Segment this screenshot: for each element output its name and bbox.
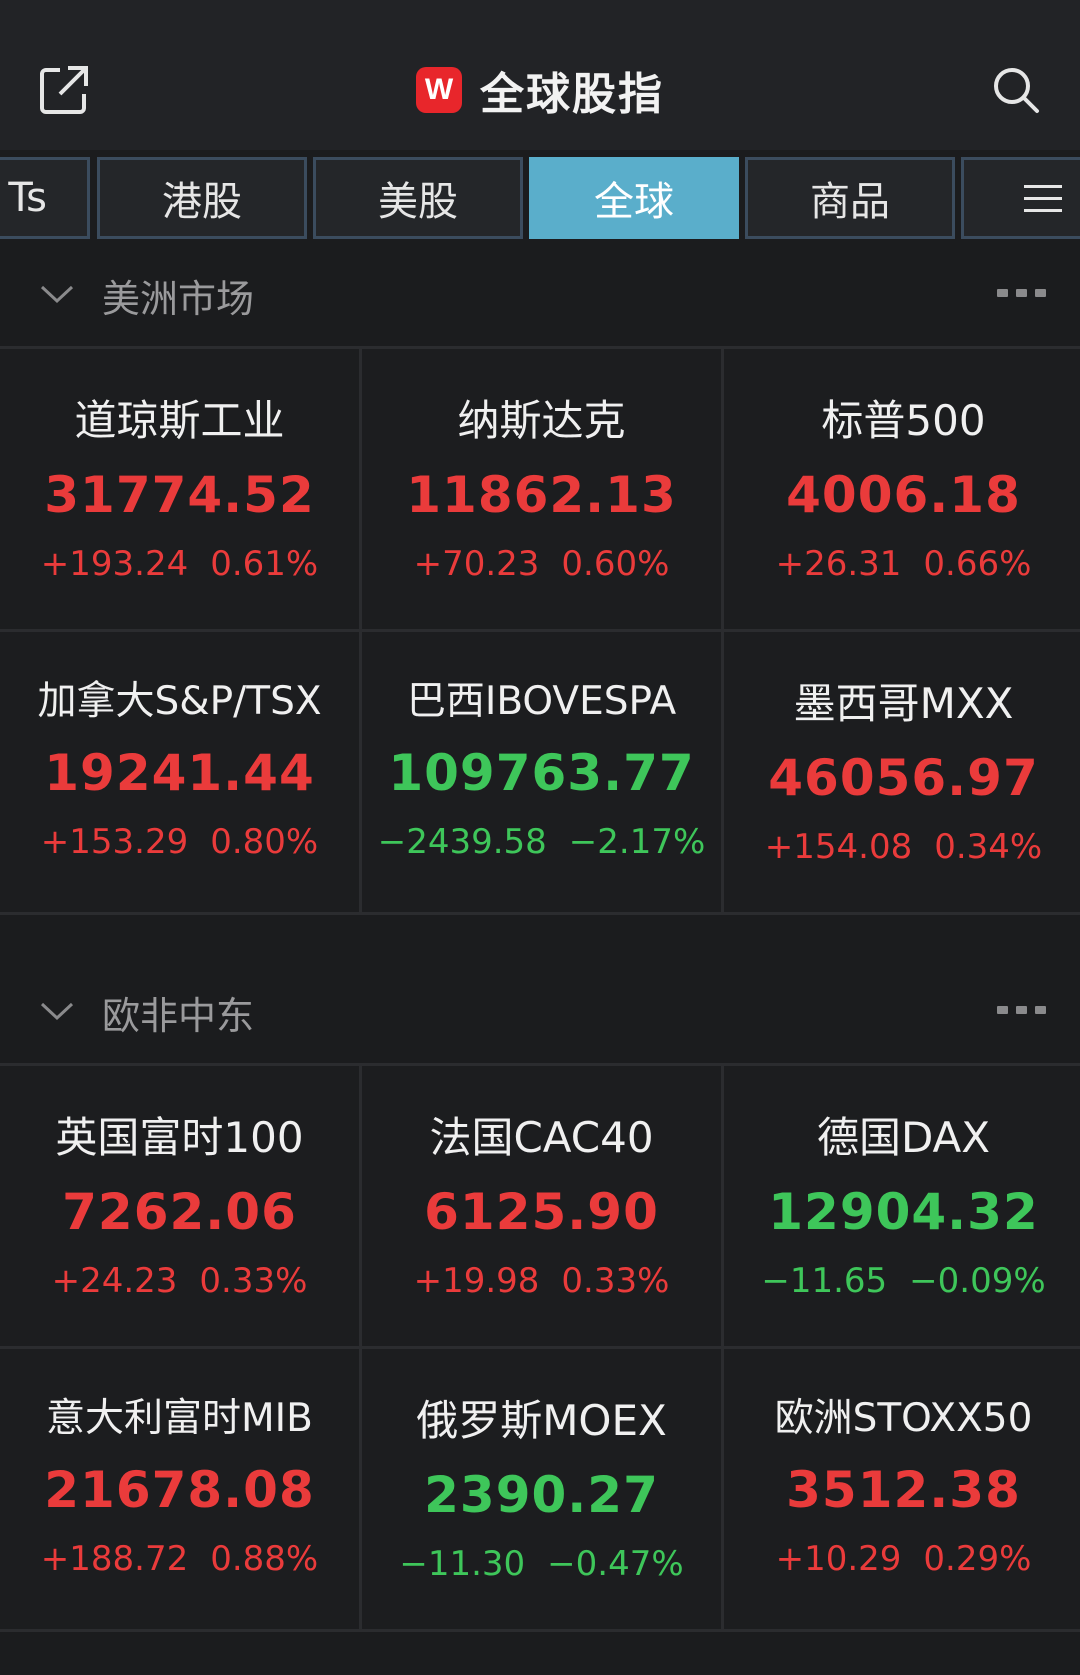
section-title: 美洲市场 (102, 276, 255, 321)
index-card[interactable]: 墨西哥MXX 46056.97 +154.08 0.34% (724, 632, 1080, 912)
index-change-pct: 0.88% (210, 1539, 319, 1579)
index-card[interactable]: 欧洲STOXX50 3512.38 +10.29 0.29% (724, 1349, 1080, 1629)
index-price: 2390.27 (424, 1466, 659, 1524)
index-change-pct: 0.80% (210, 822, 319, 862)
index-change: +10.29 (775, 1539, 902, 1579)
market-tabs: Ts 港股 美股 全球 商品 (0, 155, 1080, 241)
search-button[interactable] (984, 58, 1048, 122)
index-name: 意大利富时MIB (46, 1396, 313, 1441)
index-price: 19241.44 (44, 744, 315, 802)
tab-label: 美股 (378, 179, 458, 225)
section-title: 欧非中东 (102, 993, 255, 1038)
index-change: +24.23 (51, 1261, 178, 1301)
index-name: 墨西哥MXX (793, 679, 1014, 728)
tab-us-stocks[interactable]: 美股 (313, 157, 523, 239)
index-card[interactable]: 道琼斯工业 31774.52 +193.24 0.61% (0, 349, 359, 629)
index-price: 6125.90 (424, 1183, 659, 1241)
index-card[interactable]: 法国CAC40 6125.90 +19.98 0.33% (362, 1066, 721, 1346)
index-grid-emea: 英国富时100 7262.06 +24.23 0.33% 法国CAC40 6125… (0, 1063, 1080, 1632)
index-name: 法国CAC40 (429, 1113, 654, 1162)
index-card[interactable]: 巴西IBOVESPA 109763.77 −2439.58 −2.17% (362, 632, 721, 912)
share-external-button[interactable] (32, 58, 96, 122)
index-change-pct: 0.33% (199, 1261, 308, 1301)
index-name: 俄罗斯MOEX (416, 1396, 667, 1445)
chevron-down-icon (40, 1002, 74, 1021)
index-change-pct: 0.60% (561, 544, 670, 584)
tab-label: 全球 (594, 179, 674, 225)
index-change: −11.65 (761, 1261, 888, 1301)
index-name: 欧洲STOXX50 (774, 1396, 1033, 1441)
index-card[interactable]: 标普500 4006.18 +26.31 0.66% (724, 349, 1080, 629)
index-price: 21678.08 (44, 1461, 315, 1519)
tab-global[interactable]: 全球 (529, 157, 739, 239)
tab-label: 港股 (162, 179, 242, 225)
index-card[interactable]: 意大利富时MIB 21678.08 +188.72 0.88% (0, 1349, 359, 1629)
index-card[interactable]: 纳斯达克 11862.13 +70.23 0.60% (362, 349, 721, 629)
index-change: −11.30 (399, 1544, 526, 1584)
section-header-emea[interactable]: 欧非中东 (0, 962, 1080, 1062)
index-change: +193.24 (40, 544, 189, 584)
top-bar: W 全球股指 (0, 0, 1080, 150)
index-change-pct: 0.61% (210, 544, 319, 584)
index-card[interactable]: 俄罗斯MOEX 2390.27 −11.30 −0.47% (362, 1349, 721, 1629)
page-title: 全球股指 (480, 69, 664, 120)
index-change-pct: −0.47% (547, 1544, 684, 1584)
index-change-pct: −0.09% (909, 1261, 1046, 1301)
index-change: +154.08 (764, 827, 913, 867)
tab-label: Ts (8, 175, 47, 221)
tab-commodities[interactable]: 商品 (745, 157, 955, 239)
section-header-americas[interactable]: 美洲市场 (0, 245, 1080, 345)
search-icon (994, 68, 1039, 113)
index-name: 道琼斯工业 (74, 396, 285, 445)
index-price: 11862.13 (406, 466, 677, 524)
menu-icon (1024, 184, 1062, 212)
tab-ts[interactable]: Ts (0, 157, 90, 239)
index-name: 英国富时100 (55, 1113, 304, 1162)
index-change: −2439.58 (377, 822, 547, 862)
index-card[interactable]: 加拿大S&P/TSX 19241.44 +153.29 0.80% (0, 632, 359, 912)
index-price: 109763.77 (388, 744, 695, 802)
index-change-pct: 0.66% (923, 544, 1032, 584)
share-external-icon (40, 66, 88, 114)
tab-label: 商品 (810, 179, 890, 225)
index-price: 3512.38 (786, 1461, 1021, 1519)
index-price: 46056.97 (768, 749, 1039, 807)
index-change-pct: 0.33% (561, 1261, 670, 1301)
chevron-down-icon (40, 285, 74, 304)
more-icon[interactable] (997, 289, 1046, 297)
app-logo: W (416, 67, 462, 113)
index-name: 德国DAX (816, 1113, 991, 1162)
index-name: 标普500 (821, 396, 986, 445)
tab-hk-stocks[interactable]: 港股 (97, 157, 307, 239)
index-change: +26.31 (775, 544, 902, 584)
index-name: 加拿大S&P/TSX (37, 679, 322, 724)
index-card[interactable]: 英国富时100 7262.06 +24.23 0.33% (0, 1066, 359, 1346)
index-change: +19.98 (413, 1261, 540, 1301)
index-name: 纳斯达克 (457, 396, 626, 445)
index-price: 7262.06 (62, 1183, 297, 1241)
index-change: +153.29 (40, 822, 189, 862)
index-change-pct: 0.29% (923, 1539, 1032, 1579)
index-change-pct: −2.17% (568, 822, 706, 862)
index-price: 4006.18 (786, 466, 1021, 524)
index-change: +70.23 (413, 544, 540, 584)
index-price: 12904.32 (768, 1183, 1039, 1241)
index-card[interactable]: 德国DAX 12904.32 −11.65 −0.09% (724, 1066, 1080, 1346)
more-icon[interactable] (997, 1006, 1046, 1014)
index-change: +188.72 (40, 1539, 189, 1579)
index-name: 巴西IBOVESPA (406, 679, 677, 724)
tab-menu[interactable] (961, 157, 1080, 239)
index-price: 31774.52 (44, 466, 315, 524)
page-title-group: W 全球股指 (0, 60, 1080, 120)
index-grid-americas: 道琼斯工业 31774.52 +193.24 0.61% 纳斯达克 11862.1… (0, 346, 1080, 915)
index-change-pct: 0.34% (934, 827, 1043, 867)
